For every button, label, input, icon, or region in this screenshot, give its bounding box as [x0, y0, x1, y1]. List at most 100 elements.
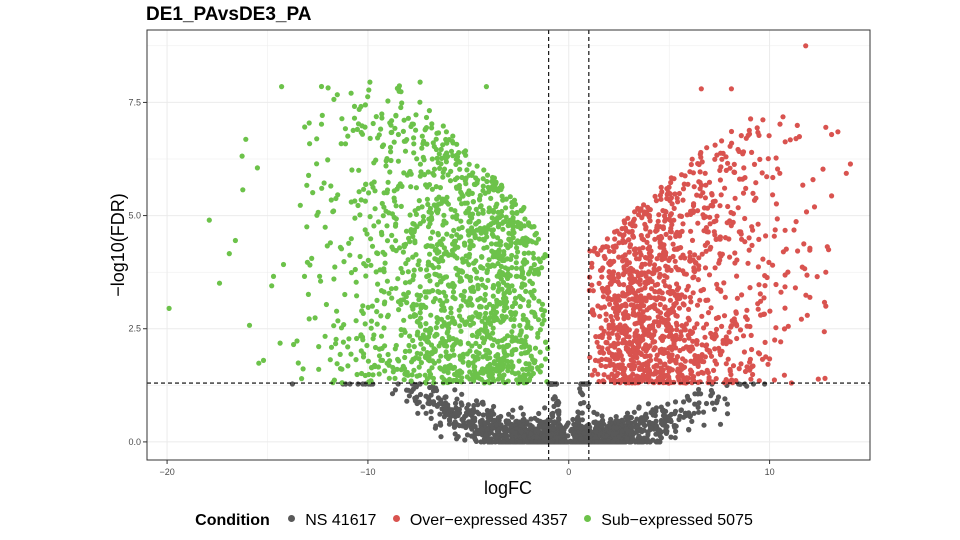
data-point-sub [535, 271, 542, 277]
data-point-sub [416, 364, 422, 370]
data-point-over [682, 294, 688, 300]
data-point-over [731, 161, 737, 167]
data-point-sub [399, 100, 405, 106]
data-point-over [700, 370, 706, 376]
data-point-over [658, 335, 664, 341]
data-point-sub [322, 224, 328, 230]
data-point-ns [503, 432, 509, 438]
data-point-over [629, 366, 635, 372]
data-point-over [641, 332, 647, 338]
data-point-over [628, 273, 634, 279]
data-point-over [626, 297, 632, 303]
data-point-ns [417, 381, 423, 387]
data-point-sub [392, 125, 398, 131]
data-point-sub [417, 292, 424, 299]
data-point-sub [466, 251, 473, 257]
data-point-ns [582, 381, 588, 387]
data-point-sub [499, 337, 505, 343]
data-point-sub [465, 340, 471, 346]
data-point-over [799, 264, 805, 270]
data-point-over [726, 379, 732, 385]
data-point-sub [508, 364, 514, 370]
data-point-sub [354, 293, 360, 299]
data-point-sub [530, 357, 536, 363]
data-point-notable [483, 84, 489, 90]
data-point-over [732, 195, 738, 201]
data-point-sub [418, 169, 424, 175]
data-point-ns [660, 408, 666, 414]
data-point-ns [454, 396, 460, 402]
data-point-ns [542, 437, 549, 443]
data-point-ns [430, 399, 437, 405]
chart-title: DE1_PAvsDE3_PA [146, 4, 312, 25]
data-point-over [653, 198, 660, 204]
data-point-sub [433, 136, 439, 142]
data-point-over [603, 311, 609, 317]
data-point-over [589, 309, 595, 315]
data-point-ns [520, 411, 526, 417]
data-point-sub [335, 192, 341, 198]
data-point-sub [454, 175, 460, 181]
data-point-over [666, 216, 672, 222]
data-point-over [656, 235, 662, 241]
data-point-sub [306, 120, 312, 126]
data-point-ns [639, 439, 645, 445]
data-point-sub [388, 286, 395, 292]
data-point-sub [441, 307, 447, 313]
data-point-over [738, 133, 744, 139]
data-point-sub [411, 150, 417, 156]
data-point-over [682, 173, 688, 179]
data-point-over [721, 313, 728, 319]
data-point-ns [657, 433, 663, 439]
data-point-sub [436, 151, 442, 157]
data-point-over [712, 198, 718, 204]
data-point-sub [424, 376, 430, 382]
data-point-sub [441, 218, 447, 224]
data-point-sub [508, 316, 514, 322]
data-point-sub [432, 256, 438, 262]
data-point-sub [532, 345, 539, 351]
data-point-over [642, 353, 648, 359]
data-point-sub [409, 359, 415, 365]
data-point-sub [346, 240, 352, 246]
data-point-over [747, 285, 753, 291]
data-point-sub [423, 380, 429, 386]
data-point-over [644, 307, 650, 313]
data-point-over [657, 240, 663, 246]
data-point-over [701, 228, 707, 234]
data-point-sub [495, 352, 501, 358]
data-point-sub [318, 278, 324, 284]
data-point-over [695, 208, 701, 214]
data-point-ns [695, 404, 701, 410]
data-point-over [688, 299, 694, 305]
data-point-over [637, 277, 643, 283]
data-point-over [664, 327, 670, 333]
data-point-over [603, 317, 609, 323]
data-point-notable [260, 357, 267, 363]
data-point-over [714, 281, 720, 287]
data-point-ns [667, 417, 674, 423]
data-point-sub [512, 295, 519, 301]
data-point-sub [413, 127, 419, 133]
data-point-sub [254, 165, 260, 171]
x-axis-label: logFC [484, 478, 532, 498]
data-point-sub [390, 369, 396, 375]
data-point-ns [438, 422, 444, 428]
data-point-sub [512, 337, 518, 343]
data-point-over [616, 297, 622, 303]
data-point-over [631, 290, 637, 296]
data-point-over [615, 293, 622, 299]
data-point-over [654, 256, 660, 262]
data-point-over [695, 362, 701, 368]
data-point-sub [314, 212, 320, 218]
data-point-sub [294, 338, 300, 344]
data-point-ns [722, 396, 728, 402]
data-point-over [597, 349, 603, 355]
data-point-sub [508, 359, 514, 365]
data-point-over [700, 190, 706, 196]
data-point-sub [539, 301, 546, 307]
data-point-sub [526, 250, 532, 256]
data-point-over [622, 239, 628, 245]
data-point-ns [472, 415, 478, 421]
data-point-over [730, 363, 737, 369]
